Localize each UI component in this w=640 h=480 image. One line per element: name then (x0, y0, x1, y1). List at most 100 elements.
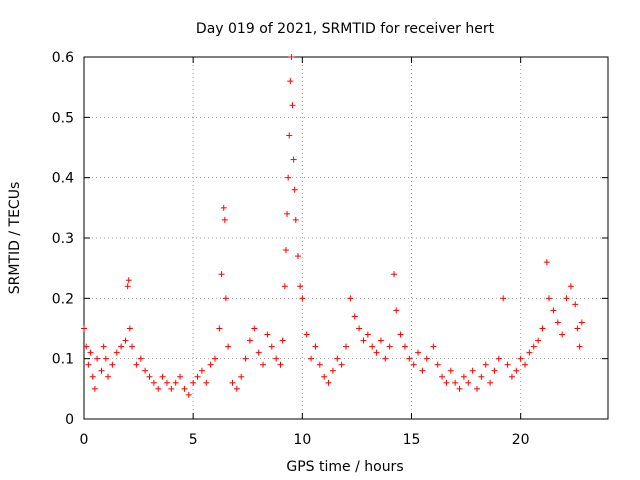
data-point (207, 361, 214, 368)
data-point (172, 379, 179, 386)
data-point (190, 379, 197, 386)
data-point (329, 367, 336, 374)
data-point (118, 343, 125, 350)
data-point (290, 156, 297, 163)
data-points (81, 54, 585, 398)
data-point (491, 367, 498, 374)
data-point (513, 367, 520, 374)
x-tick-label: 15 (403, 432, 421, 448)
data-point (325, 379, 332, 386)
data-point (125, 277, 132, 284)
data-point (447, 367, 454, 374)
data-point (181, 385, 188, 392)
data-point (212, 355, 218, 362)
data-point (279, 337, 286, 344)
data-point (351, 313, 358, 320)
data-point (369, 343, 376, 350)
data-point (495, 355, 502, 362)
data-point (460, 373, 467, 380)
data-point (284, 210, 291, 217)
data-point (81, 325, 87, 332)
chart-title: Day 019 of 2021, SRMTID for receiver her… (196, 21, 495, 37)
data-point (163, 379, 170, 386)
data-point (517, 355, 524, 362)
data-point (251, 325, 258, 332)
data-point (255, 349, 262, 356)
data-point (356, 325, 363, 332)
data-point (559, 331, 566, 338)
data-point (297, 283, 304, 290)
data-point (406, 355, 413, 362)
data-point (126, 325, 133, 332)
data-point (109, 361, 116, 368)
data-point (382, 355, 389, 362)
data-point (100, 343, 107, 350)
data-point (159, 373, 166, 380)
data-point (273, 355, 280, 362)
data-point (415, 349, 422, 356)
data-point (194, 373, 201, 380)
y-tick-label: 0.3 (52, 231, 74, 247)
data-point (500, 295, 507, 302)
data-point (285, 174, 292, 181)
data-point (146, 373, 153, 380)
data-point (150, 379, 157, 386)
data-point (526, 349, 533, 356)
data-point (218, 271, 225, 278)
data-point (105, 373, 112, 380)
data-point (316, 361, 323, 368)
data-point (168, 385, 175, 392)
x-axis-label: GPS time / hours (286, 459, 403, 475)
data-point (478, 373, 485, 380)
data-point (242, 355, 249, 362)
data-point (198, 367, 205, 374)
x-tick-label: 5 (189, 432, 198, 448)
data-point (567, 283, 574, 290)
data-point (465, 379, 472, 386)
data-point (233, 385, 240, 392)
y-tick-label: 0 (65, 412, 74, 428)
y-tick-label: 0.1 (52, 352, 74, 368)
data-point (456, 385, 463, 392)
data-point (578, 319, 585, 326)
data-point (113, 349, 120, 356)
data-point (291, 186, 298, 193)
data-point (220, 204, 227, 211)
data-point (373, 349, 380, 356)
data-point (543, 259, 550, 266)
data-point (155, 385, 162, 392)
data-point (282, 247, 289, 254)
data-point (439, 373, 446, 380)
data-point (238, 373, 245, 380)
data-point (129, 343, 136, 350)
data-point (308, 355, 315, 362)
data-point (268, 343, 275, 350)
data-point (508, 373, 515, 380)
data-point (222, 295, 229, 302)
data-point (469, 367, 476, 374)
y-axis-label: SRMTID / TECUs (7, 182, 23, 295)
y-tick-label: 0.4 (52, 171, 74, 187)
data-point (338, 361, 345, 368)
data-point (122, 337, 129, 344)
data-point (474, 385, 480, 392)
data-point (530, 343, 537, 350)
x-tick-label: 20 (512, 432, 530, 448)
data-point (299, 295, 306, 302)
data-point (576, 343, 583, 350)
data-point (410, 361, 417, 368)
data-point (216, 325, 223, 332)
data-point (203, 379, 210, 386)
data-point (292, 216, 299, 223)
data-point (287, 78, 294, 85)
x-tick-label: 0 (80, 432, 89, 448)
data-point (137, 355, 144, 362)
data-point (343, 343, 349, 350)
data-point (312, 343, 319, 350)
data-point (347, 295, 354, 302)
data-point (452, 379, 459, 386)
data-point (264, 331, 271, 338)
data-point (133, 361, 140, 368)
data-point (142, 367, 149, 374)
data-point (334, 355, 341, 362)
